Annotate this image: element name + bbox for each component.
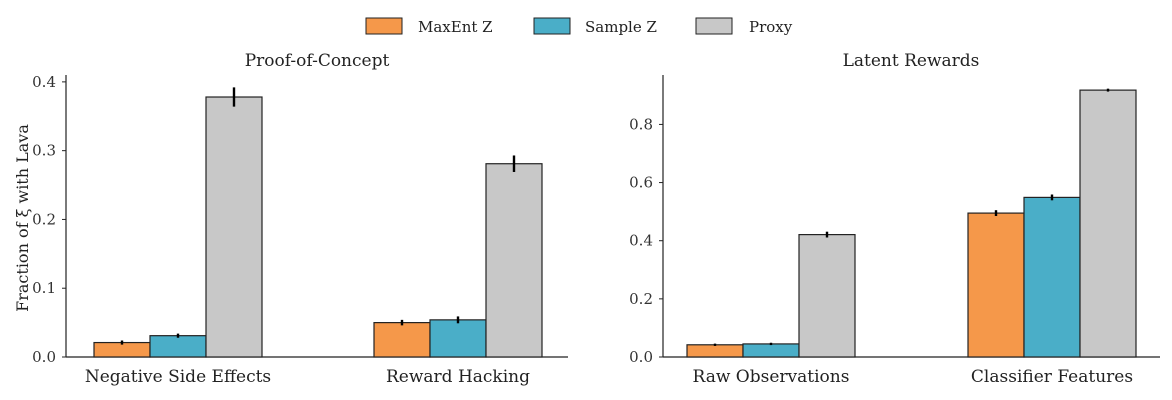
right-bar-maxent [686, 344, 744, 358]
right-y-tick-label: 0.8 [629, 115, 653, 133]
left-y-tick-label: 0.0 [32, 348, 56, 366]
right-bar-maxent [967, 212, 1025, 358]
right-bar-proxy [1079, 89, 1137, 358]
right-x-category-label: Raw Observations [693, 367, 850, 387]
left-bar-maxent [373, 322, 431, 358]
legend-label-sample: Sample Z [585, 18, 657, 36]
right-y-tick-label: 0.0 [629, 348, 653, 366]
legend-label-maxent: MaxEnt Z [418, 18, 493, 36]
left-bar-sample [149, 335, 207, 358]
left-y-tick-label: 0.4 [32, 73, 56, 91]
right-bar-proxy [798, 234, 856, 358]
left-bar-maxent [93, 341, 151, 358]
legend-swatch-proxy [695, 17, 733, 35]
right-y-tick-label: 0.6 [629, 174, 653, 192]
left-y-axis-label: Fraction of ξ with Lava [13, 124, 32, 312]
legend-swatch-maxent [365, 17, 403, 35]
left-chart-title: Proof-of-Concept [245, 51, 390, 71]
left-bar-proxy [205, 96, 263, 358]
right-chart-title: Latent Rewards [843, 51, 980, 71]
left-y-tick-label: 0.2 [32, 210, 56, 228]
left-bar-sample [429, 319, 487, 358]
right-y-tick-label: 0.2 [629, 290, 653, 308]
left-y-tick-label: 0.1 [32, 279, 56, 297]
left-x-category-label: Reward Hacking [386, 367, 530, 387]
left-y-tick-label: 0.3 [32, 142, 56, 160]
right-bar-sample [1023, 196, 1081, 358]
left-x-category-label: Negative Side Effects [85, 367, 271, 387]
right-chart-plot: 0.0 0.2 0.4 0.6 0.8 Raw Observations Classifie… [629, 75, 1160, 387]
left-bar-proxy [485, 163, 543, 358]
legend-label-proxy: Proxy [749, 18, 793, 36]
legend-swatch-sample [533, 17, 571, 35]
right-y-tick-label: 0.4 [629, 232, 653, 250]
left-chart-plot: 0.0 0.1 0.2 0.3 0.4 Negative Side Effects Rewa… [32, 73, 568, 387]
right-bar-sample [742, 343, 800, 358]
right-x-category-label: Classifier Features [971, 367, 1133, 387]
legend: MaxEnt Z Sample Z Proxy [365, 17, 793, 36]
